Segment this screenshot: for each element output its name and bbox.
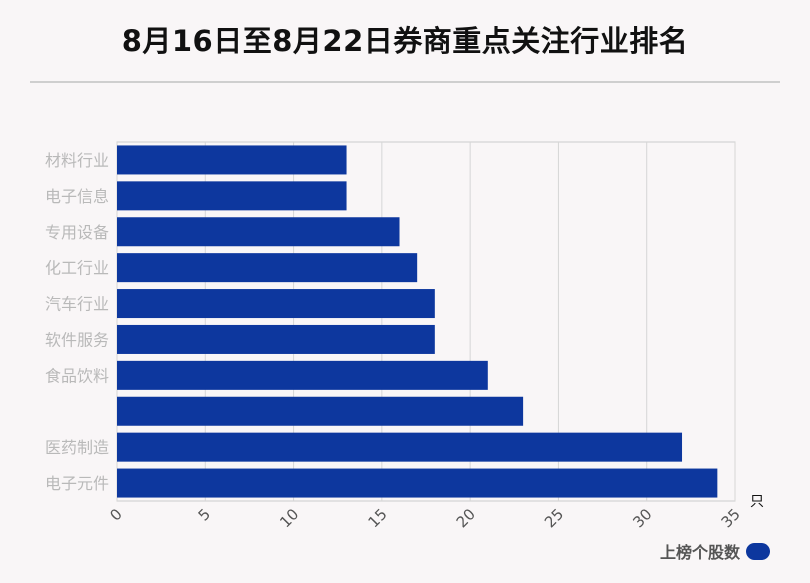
x-tick-label: 35 — [718, 505, 744, 531]
bar[interactable] — [117, 145, 347, 175]
category-label: 电子元件 — [45, 474, 109, 493]
x-tick-label: 0 — [106, 505, 125, 524]
category-label: 医药制造 — [45, 438, 109, 457]
bar[interactable] — [117, 396, 524, 426]
bar[interactable] — [117, 217, 400, 247]
category-label: 食品饮料 — [45, 366, 109, 385]
bar[interactable] — [117, 360, 488, 390]
legend[interactable]: 上榜个股数 — [660, 540, 771, 562]
bars — [117, 145, 718, 498]
legend-label: 上榜个股数 — [660, 543, 741, 562]
category-label: 材料行业 — [45, 151, 109, 170]
category-label: 化工行业 — [45, 259, 109, 278]
category-label: 电子信息 — [45, 187, 109, 206]
bar[interactable] — [117, 181, 347, 211]
chart-title: 8月16日至8月22日券商重点关注行业排名 — [121, 24, 689, 58]
category-label: 汽车行业 — [45, 295, 109, 314]
x-tick-label: 5 — [195, 505, 214, 524]
x-tick-label: 10 — [276, 505, 302, 531]
category-label: 软件服务 — [45, 330, 109, 349]
bar[interactable] — [117, 432, 683, 462]
x-tick-labels: 0 5 10 15 20 25 30 35 — [106, 505, 743, 531]
bar[interactable] — [117, 253, 418, 283]
x-tick-label: 30 — [629, 505, 655, 531]
x-unit-label: 只 — [750, 494, 764, 510]
legend-swatch — [746, 542, 771, 560]
title-divider — [30, 81, 780, 83]
x-tick-label: 25 — [541, 505, 567, 531]
bar[interactable] — [117, 289, 435, 319]
x-tick-label: 15 — [364, 505, 390, 531]
x-tick-label: 20 — [453, 505, 479, 531]
category-label: 专用设备 — [45, 223, 109, 242]
bar[interactable] — [117, 324, 435, 354]
bar[interactable] — [117, 468, 718, 498]
